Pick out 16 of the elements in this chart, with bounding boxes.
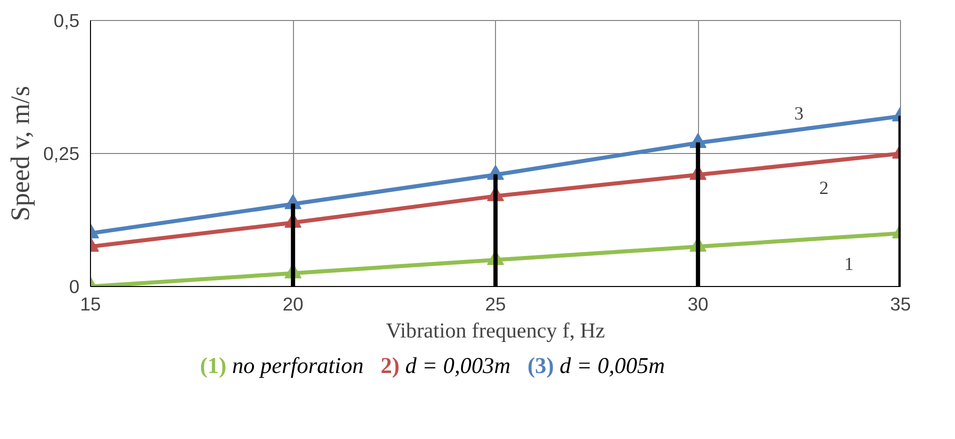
annotation: 2 <box>819 178 829 200</box>
text: 2) d = 0,003m <box>380 353 510 378</box>
x-tick-label: 20 <box>282 294 304 314</box>
y-axis-title: Speed v, m/s <box>5 86 36 222</box>
annotation: 1 <box>844 254 854 275</box>
x-tick-label: 35 <box>890 294 911 314</box>
x-tick-label: 30 <box>688 294 708 314</box>
y-tick-label: 0,5 <box>54 10 80 31</box>
text: (1) no perforation <box>200 353 364 378</box>
y-tick-label: 0 <box>69 276 80 297</box>
annotation: 3 <box>794 104 804 125</box>
x-tick-label: 25 <box>485 294 506 314</box>
text: (3) d = 0,005m <box>527 353 665 378</box>
x-axis-title: Vibration frequency f, Hz <box>386 318 606 342</box>
y-tick-label: 0,25 <box>43 143 80 164</box>
x-tick-label: 15 <box>80 294 101 314</box>
